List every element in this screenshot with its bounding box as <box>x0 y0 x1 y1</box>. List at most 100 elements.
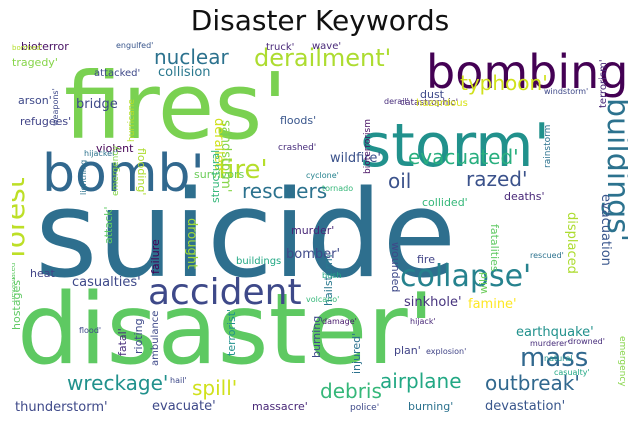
word-cloud-word: rainstorm <box>543 125 553 168</box>
word-cloud-word: rescuers <box>242 179 327 203</box>
word-cloud-word: engulfed' <box>116 41 153 50</box>
word-cloud-word: collided' <box>422 196 468 209</box>
word-cloud-word: fatal' <box>116 328 129 356</box>
word-cloud-word: heat <box>30 267 55 280</box>
word-cloud-word: sandstorm' <box>218 120 233 192</box>
word-cloud-word: hazardous <box>416 98 468 109</box>
word-cloud-word: wreckage' <box>67 371 168 395</box>
word-cloud-word: violent <box>96 142 134 155</box>
word-cloud-word: storm' <box>360 111 550 181</box>
word-cloud-word: truck' <box>266 42 294 53</box>
word-cloud-word: evacuate' <box>152 399 216 412</box>
word-cloud-word: bioterrorism <box>363 119 373 174</box>
word-cloud-word: fire' <box>218 155 268 185</box>
word-cloud-word: hijacker' <box>84 149 118 158</box>
word-cloud-word: wildfire' <box>330 151 381 166</box>
word-cloud-word: bioterror <box>21 40 69 53</box>
word-cloud-word: buildings <box>236 256 281 267</box>
word-cloud-word: evacuated' <box>408 145 519 169</box>
word-cloud-word: nuclear <box>154 45 229 69</box>
word-cloud-word: hostages' <box>12 277 23 330</box>
word-cloud-word: earthquake' <box>516 325 594 340</box>
word-cloud-word: fires' <box>64 53 288 160</box>
word-cloud-word: razed' <box>466 167 527 191</box>
word-cloud-word: fatalities <box>488 224 501 272</box>
word-cloud-word: flooding' <box>135 148 148 195</box>
word-cloud-word: deaths' <box>504 190 545 203</box>
word-cloud-word: structural <box>209 150 222 203</box>
word-cloud-word: dust <box>420 88 445 101</box>
word-cloud-word: catastrophic' <box>400 98 458 108</box>
word-cloud-word: windstorm' <box>544 87 588 96</box>
word-cloud-word: burning <box>310 316 323 358</box>
word-cloud-word: weapons' <box>51 88 60 126</box>
word-cloud-word: survivors <box>194 168 245 181</box>
word-cloud-word: oil <box>388 169 411 193</box>
word-cloud-word: terrorist' <box>225 309 238 356</box>
word-cloud-word: wild <box>477 272 490 294</box>
word-cloud-word: casualty' <box>554 368 590 377</box>
word-cloud-word: derailed' <box>211 118 226 175</box>
word-cloud-word: refugees' <box>20 115 71 128</box>
word-cloud-word: volcano' <box>306 295 339 304</box>
word-cloud-word: murderer' <box>530 339 570 348</box>
word-cloud-word: accident <box>148 272 302 313</box>
word-cloud-word: derailment' <box>254 44 391 72</box>
word-cloud-word: ambulance <box>150 311 161 366</box>
word-cloud-word: injured' <box>350 333 363 374</box>
word-cloud-word: flood' <box>79 326 101 335</box>
word-cloud-word: tornado <box>322 184 353 193</box>
word-cloud-word: plan' <box>394 344 421 357</box>
word-cloud-word: murder' <box>291 224 334 237</box>
word-cloud-word: explosion' <box>426 347 466 356</box>
word-cloud-word: massacre' <box>252 400 308 412</box>
word-cloud-word: wave' <box>312 41 341 52</box>
word-cloud-word: police' <box>350 403 379 412</box>
word-cloud-word: hailstorm' <box>322 251 335 306</box>
word-cloud-word: lightning <box>79 160 88 195</box>
word-cloud-word: natural <box>544 354 573 363</box>
chart-title: Disaster Keywords <box>190 4 450 37</box>
word-cloud-word: devastated <box>12 263 17 302</box>
word-cloud-word: hijack' <box>410 317 436 326</box>
word-cloud-word: bomb' <box>42 144 205 204</box>
word-cloud-word: wounded <box>389 242 402 292</box>
word-cloud-word: mass <box>520 343 588 373</box>
word-cloud-word: attacked' <box>94 68 140 79</box>
word-cloud-word: arson' <box>18 94 52 107</box>
word-cloud-word: hurricane <box>127 99 137 142</box>
word-cloud-word: fire <box>417 253 435 266</box>
word-cloud-word: typhoon' <box>460 71 548 95</box>
word-cloud-word: bombing' <box>426 45 628 99</box>
word-cloud-word: cyclone' <box>306 171 339 180</box>
word-cloud-word: bomber' <box>286 247 340 262</box>
word-cloud-word: failure <box>149 239 162 274</box>
word-cloud-word: emergency <box>111 145 121 196</box>
word-cloud-word: terrorism' <box>598 59 609 108</box>
word-cloud-word: emergency <box>617 336 627 387</box>
word-cloud-word: outbreak' <box>485 371 580 395</box>
word-cloud-word: bush <box>322 271 341 280</box>
word-cloud-word: buildings' <box>600 98 628 242</box>
word-cloud-word: drowned' <box>568 337 605 346</box>
word-cloud-word: suicide <box>35 166 456 305</box>
word-cloud-word: devastation' <box>485 399 565 412</box>
word-cloud-word: displaced <box>564 212 579 274</box>
word-cloud-word: evacuation <box>598 194 613 266</box>
word-cloud-word: collision <box>158 65 211 80</box>
word-cloud-word: bridge <box>76 97 118 112</box>
word-cloud-word: drought <box>184 218 199 269</box>
word-cloud-word: disaster' <box>17 273 435 387</box>
word-cloud-word: tragedy' <box>12 56 58 69</box>
word-cloud-word: airplane <box>380 369 462 393</box>
word-cloud-word: collapse' <box>400 259 531 294</box>
word-cloud-word: derail' <box>384 97 409 106</box>
word-cloud-word: rescued' <box>530 251 564 260</box>
word-cloud-word: forest <box>12 177 31 258</box>
word-cloud-word: spill' <box>192 376 237 400</box>
word-cloud-word: hail' <box>170 376 187 385</box>
word-cloud-word: debris <box>320 379 382 403</box>
word-cloud-word: floods' <box>280 114 316 127</box>
word-cloud-word: attack' <box>102 206 115 244</box>
